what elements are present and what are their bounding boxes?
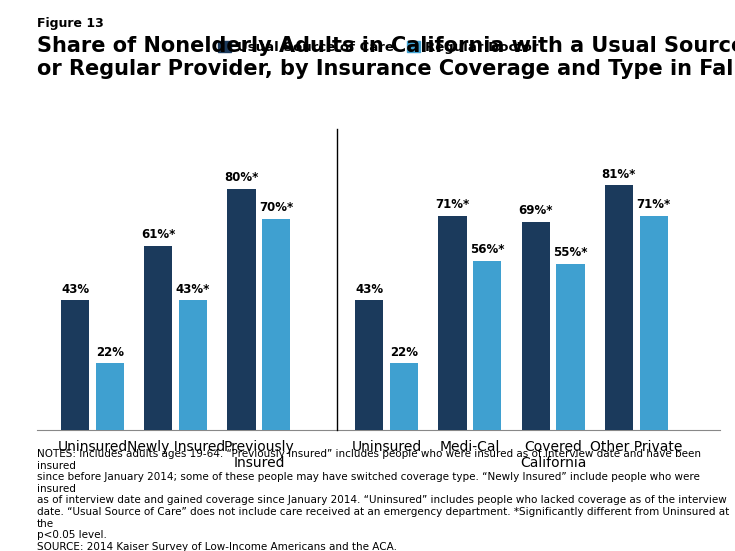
Bar xyxy=(605,186,633,430)
Bar xyxy=(262,219,290,430)
Bar xyxy=(556,264,584,430)
Text: 69%*: 69%* xyxy=(518,204,553,217)
Text: Share of Nonelderly Adults in California with a Usual Source of Care
or Regular : Share of Nonelderly Adults in California… xyxy=(37,36,735,79)
Bar xyxy=(61,300,89,430)
Text: 80%*: 80%* xyxy=(224,171,259,184)
Text: 43%: 43% xyxy=(61,283,89,295)
Bar xyxy=(438,215,467,430)
Text: 43%*: 43%* xyxy=(176,283,210,295)
Bar xyxy=(96,364,124,430)
Bar xyxy=(355,300,384,430)
Text: 61%*: 61%* xyxy=(141,228,176,241)
Text: 56%*: 56%* xyxy=(470,244,504,256)
Bar xyxy=(227,188,256,430)
Legend: Usual Source of Care, Regular Doctor: Usual Source of Care, Regular Doctor xyxy=(218,41,539,54)
Text: 81%*: 81%* xyxy=(602,168,636,181)
Text: Figure 13: Figure 13 xyxy=(37,17,104,30)
Text: NOTES: Includes adults ages 19-64. “Previously Insured” includes people who were: NOTES: Includes adults ages 19-64. “Prev… xyxy=(37,449,729,551)
Bar xyxy=(144,246,173,430)
Text: 55%*: 55%* xyxy=(553,246,588,260)
Text: 22%: 22% xyxy=(96,346,124,359)
Bar xyxy=(522,222,550,430)
Bar xyxy=(390,364,418,430)
Text: 43%: 43% xyxy=(355,283,383,295)
Text: 71%*: 71%* xyxy=(637,198,671,211)
Text: 70%*: 70%* xyxy=(259,201,293,214)
Bar xyxy=(179,300,207,430)
Bar xyxy=(639,215,668,430)
Text: 71%*: 71%* xyxy=(435,198,470,211)
Bar xyxy=(473,261,501,430)
Text: 22%: 22% xyxy=(390,346,418,359)
